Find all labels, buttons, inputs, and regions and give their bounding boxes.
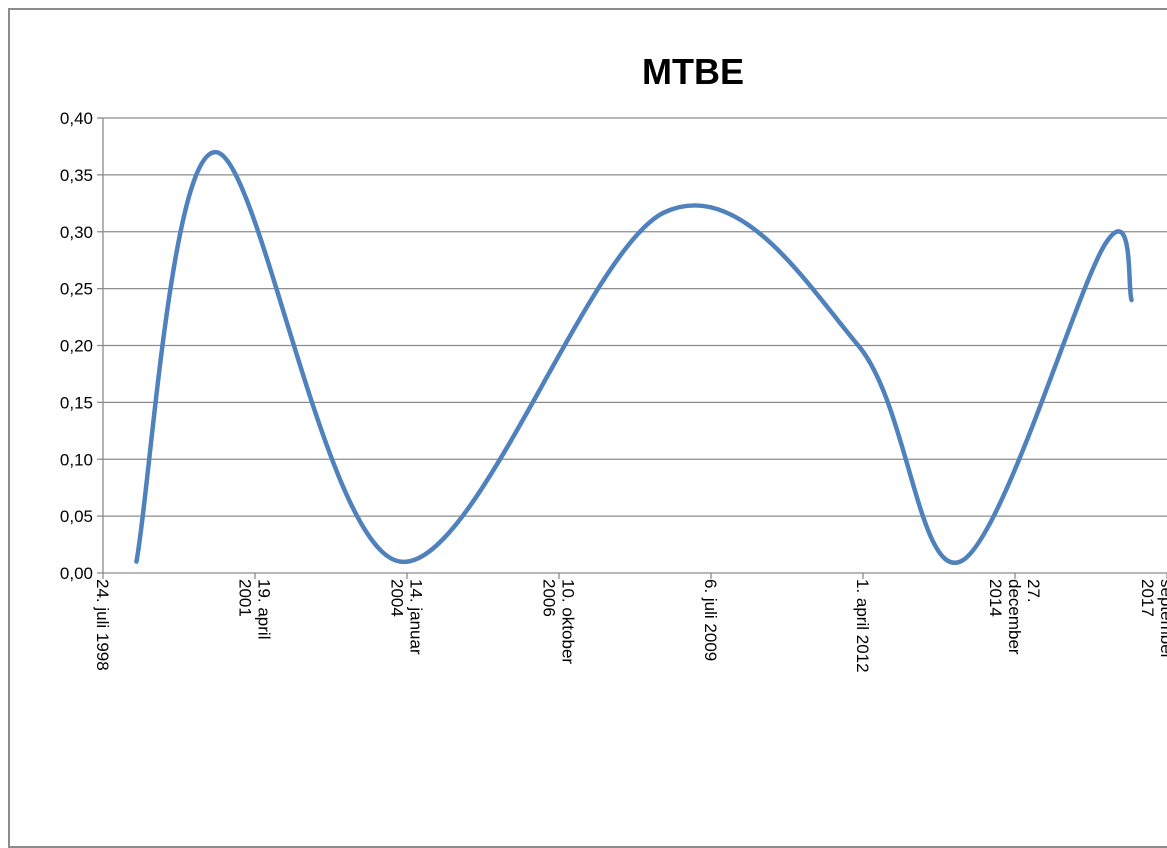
y-tick-label: 0,10	[60, 450, 93, 469]
y-tick-label: 0,20	[60, 337, 93, 356]
chart-title: MTBE	[642, 51, 744, 92]
x-tick-label: 19. april2001	[236, 579, 274, 639]
y-tick-label: 0,25	[60, 280, 93, 299]
y-tick-label: 0,35	[60, 166, 93, 185]
x-tick-label: 6. juli 2009	[701, 579, 720, 661]
x-tick-label: 10. oktober2006	[540, 579, 578, 664]
x-tick-label: 1. april 2012	[853, 579, 872, 673]
y-tick-label: 0,30	[60, 223, 93, 242]
x-axis: 24. juli 1998 19. april2001 14. januar2004…	[93, 572, 1167, 673]
chart-area	[8, 8, 1167, 848]
x-tick-label: 14. januar2004	[388, 579, 426, 655]
x-tick-label: 24. juli 1998	[93, 579, 112, 671]
y-tick-label: 0,15	[60, 393, 93, 412]
y-tick-label: 0,05	[60, 507, 93, 526]
y-axis: 0,00 0,05 0,10 0,15 0,20 0,25 0,30 0,35 0,40	[60, 109, 104, 583]
x-tick-label: 27.december2014	[986, 579, 1043, 655]
y-tick-label: 0,40	[60, 109, 93, 128]
x-tick-label: 22.september2017	[1138, 579, 1167, 660]
series-line	[134, 149, 1134, 565]
y-tick-label: 0,00	[60, 564, 93, 583]
series-group	[134, 149, 1134, 565]
gridlines	[103, 117, 1167, 517]
